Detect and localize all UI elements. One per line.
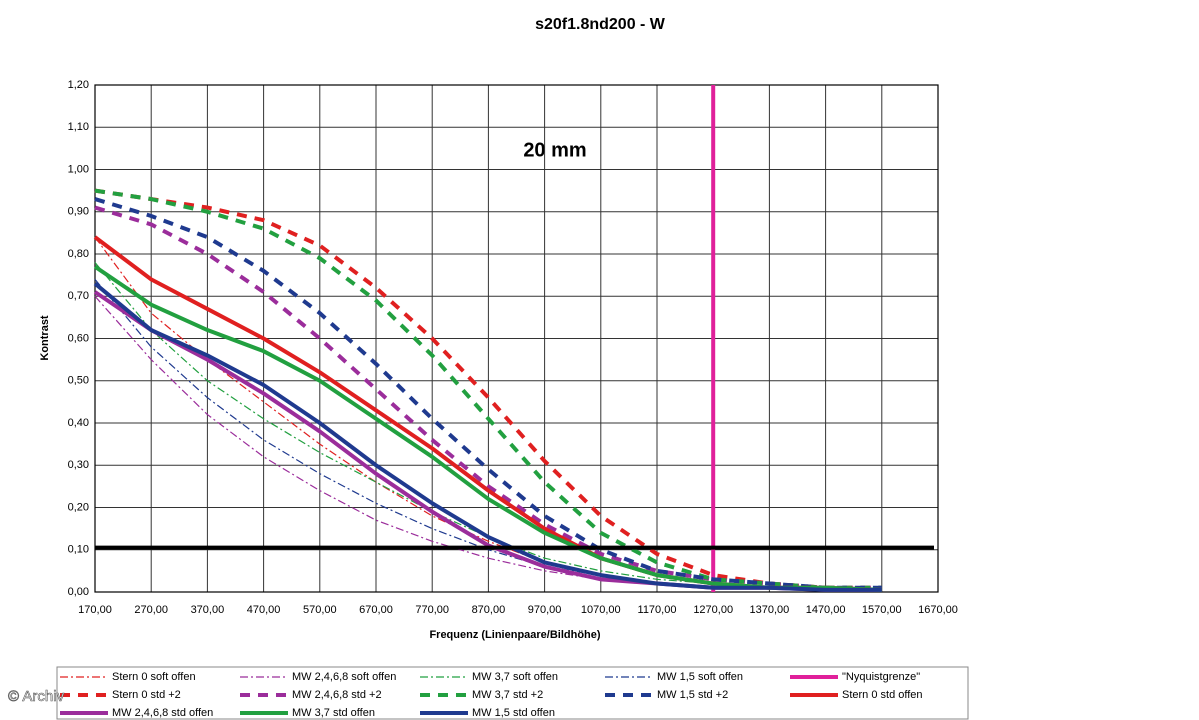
- series-line: [94, 205, 882, 590]
- y-tick-label: 1,10: [68, 121, 89, 133]
- x-tick-label: 270,00: [134, 604, 168, 616]
- chart-title: s20f1.8nd200 - W: [535, 16, 666, 33]
- series-line: [94, 278, 882, 591]
- series-line: [94, 197, 882, 590]
- x-tick-label: 1470,00: [806, 604, 846, 616]
- x-tick-label: 970,00: [528, 604, 562, 616]
- y-tick-label: 0,30: [68, 459, 89, 471]
- x-tick-label: 1570,00: [862, 604, 902, 616]
- series-line: [94, 188, 882, 590]
- legend-label: Stern 0 std +2: [112, 689, 181, 701]
- y-tick-label: 0,50: [68, 375, 89, 387]
- x-tick-label: 1170,00: [638, 604, 677, 616]
- legend-label: Stern 0 std offen: [842, 689, 923, 701]
- legend-label: MW 2,4,6,8 std offen: [112, 707, 213, 719]
- y-tick-label: 0,00: [68, 586, 89, 598]
- x-tick-label: 670,00: [359, 604, 393, 616]
- legend-label: MW 1,5 std +2: [657, 689, 728, 701]
- x-tick-label: 1370,00: [750, 604, 790, 616]
- legend-label: "Nyquistgrenze": [842, 671, 920, 683]
- x-tick-label: 370,00: [191, 604, 225, 616]
- legend-box: [56, 666, 969, 720]
- legend-label: MW 2,4,6,8 soft offen: [292, 671, 396, 683]
- legend-label: MW 3,7 soft offen: [472, 671, 558, 683]
- series-line: [94, 188, 882, 590]
- x-tick-label: 1670,00: [918, 604, 958, 616]
- legend-label: MW 3,7 std +2: [472, 689, 543, 701]
- y-tick-label: 0,70: [68, 290, 89, 302]
- x-tick-label: 870,00: [472, 604, 506, 616]
- annotation: 20 mm: [523, 139, 586, 161]
- y-tick-label: 1,00: [68, 163, 89, 175]
- plot-border: [94, 84, 939, 593]
- series-line: [93, 282, 882, 592]
- legend-label: MW 2,4,6,8 std +2: [292, 689, 382, 701]
- legend-label: MW 1,5 soft offen: [657, 671, 743, 683]
- y-tick-label: 0,80: [68, 248, 89, 260]
- legend-label: Stern 0 soft offen: [112, 671, 196, 683]
- y-tick-label: 1,20: [68, 79, 89, 91]
- series-line: [94, 295, 882, 591]
- watermark: © Archiv: [8, 688, 65, 705]
- legend-label: MW 3,7 std offen: [292, 707, 375, 719]
- y-tick-label: 0,20: [68, 501, 89, 513]
- legend-label: MW 1,5 std offen: [472, 707, 555, 719]
- y-tick-label: 0,60: [68, 332, 89, 344]
- x-tick-label: 170,00: [78, 604, 112, 616]
- x-tick-label: 570,00: [303, 604, 337, 616]
- y-tick-label: 0,90: [68, 206, 89, 218]
- y-tick-label: 0,40: [68, 417, 89, 429]
- y-tick-label: 0,10: [68, 544, 89, 556]
- x-tick-label: 470,00: [247, 604, 281, 616]
- y-axis-label: Kontrast: [39, 315, 51, 361]
- x-axis-label: Frequenz (Linienpaare/Bildhöhe): [429, 629, 600, 641]
- x-tick-label: 1270,00: [693, 604, 733, 616]
- x-tick-label: 1070,00: [581, 604, 621, 616]
- x-tick-label: 770,00: [415, 604, 449, 616]
